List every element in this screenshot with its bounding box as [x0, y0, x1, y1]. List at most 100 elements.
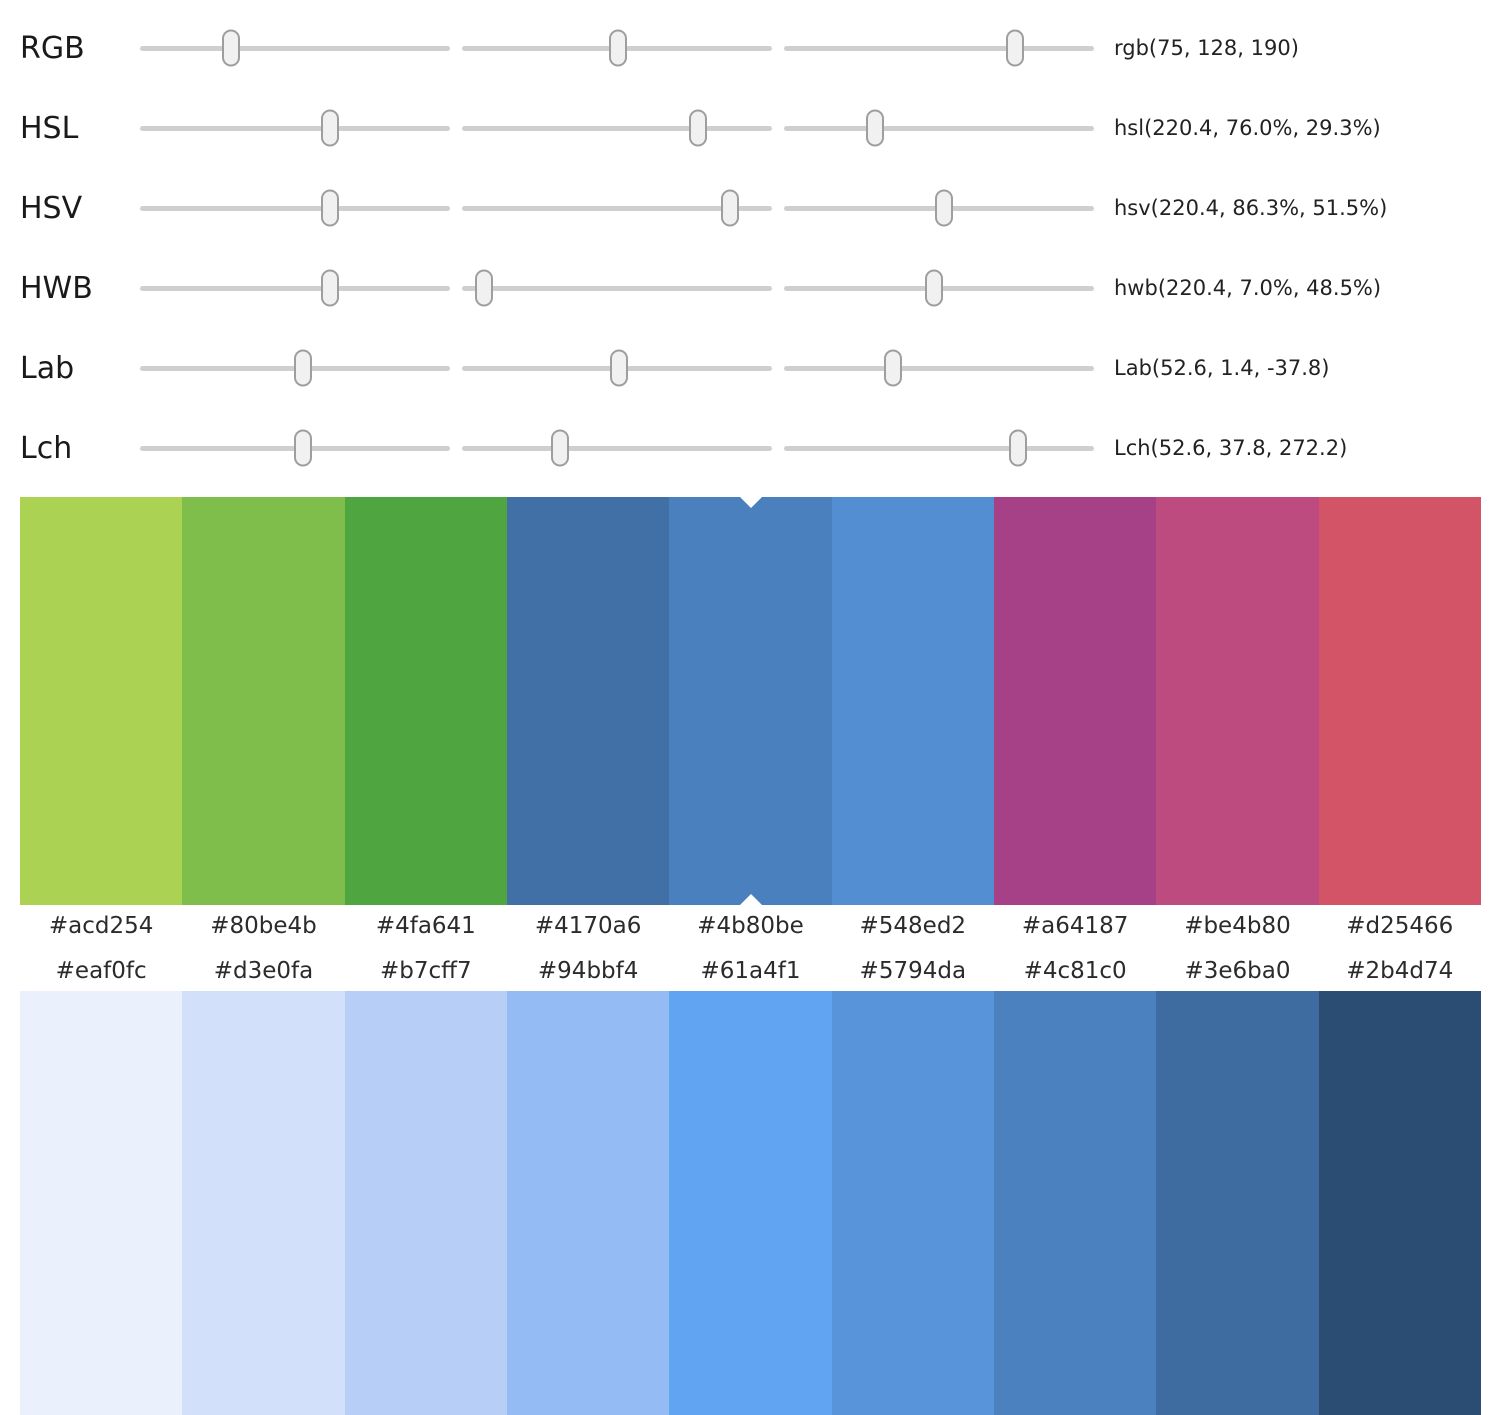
hex-code-label: #4c81c0 [1023, 958, 1127, 984]
color-slider-panel: RGB rgb(75, 128, 190) HSL hsl(220.4, 76.… [0, 0, 1501, 488]
lightness-swatch-strip [20, 991, 1481, 1415]
slider-row-lch: Lch Lch(52.6, 37.8, 272.2) [0, 408, 1501, 488]
hex-code-label: #2b4d74 [1346, 958, 1454, 984]
palette-panel: #acd254 #80be4b #4fa641 #4170a6 #4b80be … [20, 497, 1481, 1415]
lab-channel-1-slider[interactable] [140, 349, 450, 387]
palette-swatch[interactable] [344, 497, 507, 905]
palette-swatch[interactable] [182, 991, 345, 1415]
hsv-channel-2-slider[interactable] [462, 189, 772, 227]
hex-code-label: #eaf0fc [55, 958, 147, 984]
color-value-text: hsl(220.4, 76.0%, 29.3%) [1114, 116, 1381, 140]
colorspace-label: HSV [20, 190, 83, 226]
slider-row-rgb: RGB rgb(75, 128, 190) [0, 8, 1501, 88]
hex-code-label: #d25466 [1346, 913, 1454, 939]
slider-thumb[interactable] [222, 29, 241, 67]
color-value-text: Lch(52.6, 37.8, 272.2) [1114, 436, 1348, 460]
hex-code-label: #be4b80 [1184, 913, 1291, 939]
hex-code-label: #a64187 [1021, 913, 1129, 939]
hex-code-label: #94bbf4 [537, 958, 639, 984]
palette-swatch[interactable] [993, 497, 1157, 905]
slider-thumb[interactable] [320, 109, 339, 147]
colorspace-label: Lch [20, 430, 73, 466]
slider-row-hwb: HWB hwb(220.4, 7.0%, 48.5%) [0, 248, 1501, 328]
slider-row-lab: Lab Lab(52.6, 1.4, -37.8) [0, 328, 1501, 408]
palette-swatch[interactable] [993, 991, 1157, 1415]
lightness-hex-labels: #eaf0fc #d3e0fa #b7cff7 #94bbf4 #61a4f1 … [20, 954, 1481, 991]
slider-thumb[interactable] [320, 189, 339, 227]
hue-palette: #acd254 #80be4b #4fa641 #4170a6 #4b80be … [20, 497, 1481, 954]
hwb-channel-3-slider[interactable] [784, 269, 1094, 307]
hex-code-label: #5794da [859, 958, 967, 984]
color-value-text: rgb(75, 128, 190) [1114, 36, 1299, 60]
palette-swatch[interactable] [344, 991, 507, 1415]
hex-code-label: #b7cff7 [380, 958, 472, 984]
slider-thumb[interactable] [294, 349, 313, 387]
color-value-text: hwb(220.4, 7.0%, 48.5%) [1114, 276, 1382, 300]
hex-code-label: #548ed2 [859, 913, 967, 939]
selected-swatch-notch-top [739, 497, 762, 508]
hsl-channel-1-slider[interactable] [140, 109, 450, 147]
lab-channel-3-slider[interactable] [784, 349, 1094, 387]
hex-code-label: #3e6ba0 [1184, 958, 1291, 984]
palette-swatch[interactable] [506, 497, 670, 905]
palette-swatch[interactable] [20, 497, 183, 905]
palette-swatch[interactable] [1156, 497, 1319, 905]
slider-thumb[interactable] [550, 429, 569, 467]
rgb-channel-2-slider[interactable] [462, 29, 772, 67]
hsl-channel-2-slider[interactable] [462, 109, 772, 147]
slider-thumb[interactable] [688, 109, 707, 147]
palette-swatch[interactable] [831, 991, 994, 1415]
slider-thumb[interactable] [1009, 429, 1028, 467]
slider-thumb[interactable] [609, 349, 628, 387]
hwb-channel-1-slider[interactable] [140, 269, 450, 307]
hue-swatch-strip [20, 497, 1481, 905]
lch-channel-2-slider[interactable] [462, 429, 772, 467]
slider-thumb[interactable] [474, 269, 493, 307]
slider-thumb[interactable] [934, 189, 953, 227]
colorspace-label: RGB [20, 30, 85, 66]
palette-swatch[interactable] [1318, 497, 1481, 905]
palette-swatch-selected[interactable] [669, 497, 832, 905]
palette-swatch[interactable] [669, 991, 832, 1415]
slider-thumb[interactable] [865, 109, 884, 147]
hsl-channel-3-slider[interactable] [784, 109, 1094, 147]
lch-channel-3-slider[interactable] [784, 429, 1094, 467]
colorspace-label: HWB [20, 270, 93, 306]
hex-code-label: #d3e0fa [213, 958, 314, 984]
slider-thumb[interactable] [608, 29, 627, 67]
hex-code-label: #4fa641 [375, 913, 476, 939]
color-value-text: Lab(52.6, 1.4, -37.8) [1114, 356, 1330, 380]
hex-code-label: #61a4f1 [700, 958, 801, 984]
slider-thumb[interactable] [1005, 29, 1024, 67]
colorspace-label: Lab [20, 350, 75, 386]
color-value-text: hsv(220.4, 86.3%, 51.5%) [1114, 196, 1388, 220]
colorspace-label: HSL [20, 110, 79, 146]
palette-swatch[interactable] [1156, 991, 1319, 1415]
hex-code-label: #4b80be [697, 913, 804, 939]
rgb-channel-3-slider[interactable] [784, 29, 1094, 67]
slider-thumb[interactable] [720, 189, 739, 227]
palette-swatch[interactable] [831, 497, 994, 905]
palette-swatch[interactable] [20, 991, 183, 1415]
hex-code-label: #acd254 [48, 913, 154, 939]
hex-code-label: #4170a6 [534, 913, 642, 939]
lightness-palette: #eaf0fc #d3e0fa #b7cff7 #94bbf4 #61a4f1 … [20, 954, 1481, 1415]
palette-swatch[interactable] [182, 497, 345, 905]
rgb-channel-1-slider[interactable] [140, 29, 450, 67]
lch-channel-1-slider[interactable] [140, 429, 450, 467]
hwb-channel-2-slider[interactable] [462, 269, 772, 307]
hue-hex-labels: #acd254 #80be4b #4fa641 #4170a6 #4b80be … [20, 905, 1481, 954]
slider-row-hsv: HSV hsv(220.4, 86.3%, 51.5%) [0, 168, 1501, 248]
slider-row-hsl: HSL hsl(220.4, 76.0%, 29.3%) [0, 88, 1501, 168]
palette-swatch[interactable] [1318, 991, 1481, 1415]
lab-channel-2-slider[interactable] [462, 349, 772, 387]
slider-thumb[interactable] [320, 269, 339, 307]
hex-code-label: #80be4b [210, 913, 317, 939]
slider-thumb[interactable] [925, 269, 944, 307]
slider-thumb[interactable] [294, 429, 313, 467]
selected-swatch-notch-bottom [739, 894, 762, 905]
hsv-channel-1-slider[interactable] [140, 189, 450, 227]
slider-thumb[interactable] [884, 349, 903, 387]
hsv-channel-3-slider[interactable] [784, 189, 1094, 227]
palette-swatch[interactable] [506, 991, 670, 1415]
